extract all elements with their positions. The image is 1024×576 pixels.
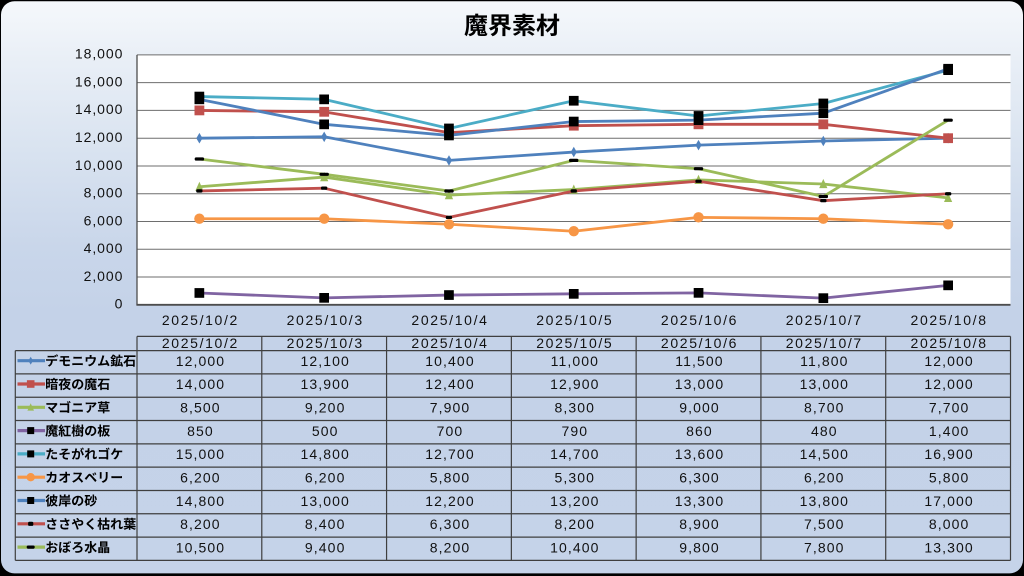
svg-text:2025/10/5: 2025/10/5 (536, 312, 613, 328)
svg-text:16,900: 16,900 (924, 446, 973, 462)
svg-text:9,800: 9,800 (679, 539, 720, 555)
svg-text:8,900: 8,900 (679, 516, 720, 532)
svg-text:13,000: 13,000 (675, 376, 724, 392)
svg-text:10,500: 10,500 (176, 539, 225, 555)
svg-text:7,800: 7,800 (804, 539, 845, 555)
svg-text:10,000: 10,000 (75, 157, 124, 173)
svg-text:13,200: 13,200 (550, 493, 599, 509)
svg-text:12,000: 12,000 (75, 129, 124, 145)
svg-text:6,300: 6,300 (679, 470, 720, 486)
svg-text:2025/10/2: 2025/10/2 (162, 312, 239, 328)
svg-text:850: 850 (187, 423, 214, 439)
svg-text:13,900: 13,900 (300, 376, 349, 392)
svg-text:2025/10/7: 2025/10/7 (786, 335, 863, 351)
svg-text:2025/10/3: 2025/10/3 (287, 312, 364, 328)
svg-text:13,000: 13,000 (300, 493, 349, 509)
svg-text:17,000: 17,000 (924, 493, 973, 509)
svg-text:12,000: 12,000 (924, 376, 973, 392)
svg-text:8,000: 8,000 (929, 516, 970, 532)
svg-text:7,500: 7,500 (804, 516, 845, 532)
svg-text:5,800: 5,800 (430, 470, 471, 486)
svg-text:10,400: 10,400 (550, 539, 599, 555)
svg-text:13,800: 13,800 (800, 493, 849, 509)
svg-text:12,100: 12,100 (300, 353, 349, 369)
svg-text:1,400: 1,400 (929, 423, 970, 439)
svg-text:2025/10/4: 2025/10/4 (411, 312, 488, 328)
svg-text:8,200: 8,200 (430, 539, 471, 555)
svg-text:18,000: 18,000 (75, 46, 124, 62)
svg-text:6,200: 6,200 (804, 470, 845, 486)
svg-text:12,400: 12,400 (425, 376, 474, 392)
svg-text:5,800: 5,800 (929, 470, 970, 486)
svg-text:8,400: 8,400 (305, 516, 346, 532)
svg-text:12,700: 12,700 (425, 446, 474, 462)
svg-text:14,500: 14,500 (800, 446, 849, 462)
svg-text:13,300: 13,300 (675, 493, 724, 509)
svg-text:6,200: 6,200 (305, 470, 346, 486)
svg-text:13,600: 13,600 (675, 446, 724, 462)
svg-text:11,000: 11,000 (551, 353, 599, 369)
svg-text:6,200: 6,200 (180, 470, 221, 486)
svg-text:500: 500 (312, 423, 339, 439)
svg-text:11,500: 11,500 (675, 353, 723, 369)
svg-text:2025/10/8: 2025/10/8 (911, 335, 988, 351)
svg-text:8,200: 8,200 (180, 516, 221, 532)
svg-text:12,200: 12,200 (425, 493, 474, 509)
svg-text:15,000: 15,000 (176, 446, 225, 462)
svg-text:14,800: 14,800 (176, 493, 225, 509)
svg-text:16,000: 16,000 (75, 74, 124, 90)
svg-text:7,900: 7,900 (430, 400, 471, 416)
svg-text:2025/10/4: 2025/10/4 (411, 335, 488, 351)
svg-text:8,000: 8,000 (84, 185, 124, 201)
svg-text:700: 700 (437, 423, 464, 439)
svg-text:12,000: 12,000 (924, 353, 973, 369)
svg-text:14,000: 14,000 (75, 101, 124, 117)
svg-text:6,000: 6,000 (84, 212, 124, 228)
svg-text:13,300: 13,300 (924, 539, 973, 555)
svg-text:0: 0 (115, 296, 124, 312)
svg-text:14,700: 14,700 (550, 446, 599, 462)
svg-text:8,700: 8,700 (804, 400, 845, 416)
svg-text:8,500: 8,500 (180, 400, 221, 416)
svg-text:860: 860 (686, 423, 713, 439)
svg-text:12,900: 12,900 (550, 376, 599, 392)
svg-text:14,800: 14,800 (300, 446, 349, 462)
svg-text:8,300: 8,300 (555, 400, 596, 416)
svg-text:6,300: 6,300 (430, 516, 471, 532)
svg-text:12,000: 12,000 (176, 353, 225, 369)
svg-text:2,000: 2,000 (84, 268, 124, 284)
svg-text:2025/10/5: 2025/10/5 (536, 335, 613, 351)
svg-text:480: 480 (811, 423, 838, 439)
svg-text:7,700: 7,700 (929, 400, 970, 416)
svg-text:9,000: 9,000 (679, 400, 720, 416)
svg-text:9,400: 9,400 (305, 539, 346, 555)
svg-text:2025/10/3: 2025/10/3 (287, 335, 364, 351)
svg-text:790: 790 (561, 423, 588, 439)
svg-text:13,000: 13,000 (800, 376, 849, 392)
svg-text:2025/10/7: 2025/10/7 (786, 312, 863, 328)
svg-text:2025/10/8: 2025/10/8 (911, 312, 988, 328)
svg-text:14,000: 14,000 (176, 376, 225, 392)
svg-text:4,000: 4,000 (84, 240, 124, 256)
svg-text:10,400: 10,400 (425, 353, 474, 369)
svg-text:2025/10/6: 2025/10/6 (661, 312, 738, 328)
svg-text:2025/10/6: 2025/10/6 (661, 335, 738, 351)
svg-text:11,800: 11,800 (800, 353, 848, 369)
svg-text:9,200: 9,200 (305, 400, 346, 416)
svg-text:5,300: 5,300 (555, 470, 596, 486)
svg-text:2025/10/2: 2025/10/2 (162, 335, 239, 351)
svg-text:8,200: 8,200 (555, 516, 596, 532)
